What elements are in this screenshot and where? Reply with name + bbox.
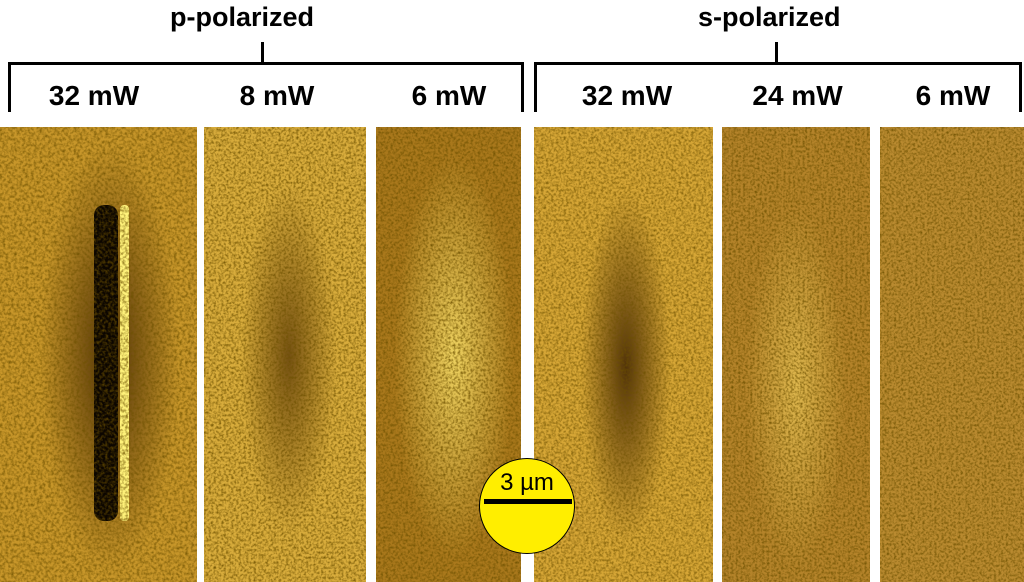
bracket-s	[534, 42, 1022, 112]
image-panel-p-8mw	[204, 127, 366, 582]
scale-bar: 3 µm	[479, 458, 575, 554]
power-label-s2: 24 mW	[752, 80, 843, 111]
power-label-p1: 32 mW	[48, 80, 140, 111]
group-title-p: p-polarized	[170, 2, 315, 32]
image-panel-p-32mw	[0, 127, 197, 582]
image-panel-s-24mw	[722, 127, 870, 582]
power-label-p3: 6 mW	[411, 80, 487, 111]
power-label-s3: 6 mW	[915, 80, 991, 111]
image-panel-s-32mw	[534, 127, 713, 582]
power-label-p2: 8 mW	[239, 80, 315, 111]
power-label-s1: 32 mW	[581, 80, 673, 111]
scale-bar-line	[484, 499, 572, 504]
group-title-s: s-polarized	[698, 2, 841, 32]
bracket-p	[8, 42, 524, 112]
scale-bar-label: 3 µm	[500, 469, 554, 496]
image-panel-s-6mw	[880, 127, 1024, 582]
